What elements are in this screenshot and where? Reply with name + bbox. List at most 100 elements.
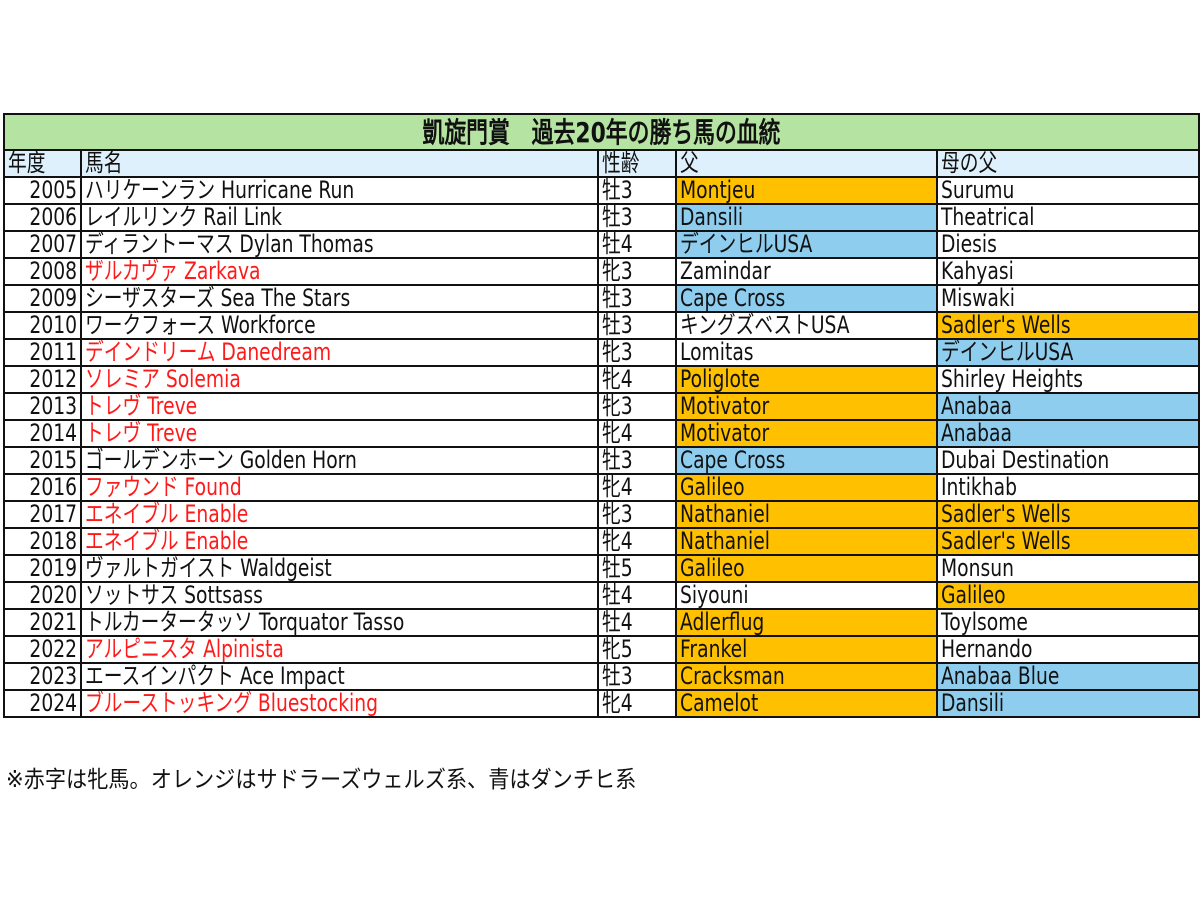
table-row: 2019 ヴァルトガイスト Waldgeist 牡5 Galileo Monsun [3, 554, 1200, 583]
cell-sire: デインヒルUSA [675, 230, 938, 259]
cell-sex-age: 牡3 [597, 284, 677, 313]
cell-sire-text: Cape Cross [680, 285, 786, 312]
cell-sire: Motivator [675, 419, 938, 448]
cell-sire-text: Motivator [680, 420, 770, 447]
cell-horse-name-text: シーザスターズ Sea The Stars [85, 285, 351, 312]
cell-sex-age-text: 牡4 [602, 609, 633, 636]
cell-year-text: 2015 [29, 447, 77, 474]
cell-sex-age-text: 牝3 [602, 339, 633, 366]
header-sex-age-text: 性齢 [602, 150, 640, 177]
header-row: 年度 馬名 性齢 父 母の父 [3, 149, 1200, 178]
header-sire: 父 [675, 149, 938, 178]
cell-damsire: デインヒルUSA [935, 338, 1200, 367]
cell-horse-name: ソレミア Solemia [80, 365, 599, 394]
cell-sex-age-text: 牝3 [602, 501, 633, 528]
cell-sex-age: 牝4 [597, 527, 677, 556]
cell-damsire-text: Toylsome [941, 609, 1028, 636]
header-year: 年度 [3, 149, 82, 178]
cell-sex-age: 牡5 [597, 554, 677, 583]
cell-horse-name-text: ブルーストッキング Bluestocking [85, 690, 378, 717]
cell-year-text: 2013 [29, 393, 77, 420]
cell-horse-name-text: エネイブル Enable [85, 501, 249, 528]
cell-horse-name-text: ソレミア Solemia [85, 366, 241, 393]
cell-damsire-text: Dubai Destination [941, 447, 1110, 474]
cell-horse-name: エネイブル Enable [80, 527, 599, 556]
cell-damsire-text: Dansili [941, 690, 1005, 717]
header-name: 馬名 [80, 149, 599, 178]
table-row: 2008 ザルカヴァ Zarkava 牝3 Zamindar Kahyasi [3, 257, 1200, 286]
cell-year-text: 2024 [29, 690, 77, 717]
cell-damsire: Intikhab [935, 473, 1200, 502]
cell-damsire-text: Anabaa Blue [941, 663, 1060, 690]
cell-sire: Galileo [675, 473, 938, 502]
cell-horse-name-text: エネイブル Enable [85, 528, 249, 555]
cell-year-text: 2008 [29, 258, 77, 285]
cell-sire-text: Galileo [680, 474, 745, 501]
cell-year-text: 2006 [29, 204, 77, 231]
cell-damsire-text: Theatrical [941, 204, 1035, 231]
header-year-text: 年度 [8, 150, 46, 177]
cell-year-text: 2023 [29, 663, 77, 690]
cell-sex-age-text: 牝4 [602, 690, 633, 717]
cell-year: 2024 [3, 689, 82, 718]
header-damsire-text: 母の父 [941, 150, 998, 177]
table-row: 2015 ゴールデンホーン Golden Horn 牡3 Cape Cross Duba… [3, 446, 1200, 475]
cell-year-text: 2010 [29, 312, 77, 339]
table-row: 2024 ブルーストッキング Bluestocking 牝4 Camelot Dansi… [3, 689, 1200, 718]
cell-damsire: Hernando [935, 635, 1200, 664]
cell-horse-name: ワークフォース Workforce [80, 311, 599, 340]
cell-sex-age-text: 牡4 [602, 582, 633, 609]
header-name-text: 馬名 [85, 150, 123, 177]
cell-sire-text: Siyouni [680, 582, 749, 609]
header-sire-text: 父 [680, 150, 699, 177]
cell-damsire-text: Hernando [941, 636, 1033, 663]
cell-sire-text: Nathaniel [680, 501, 770, 528]
table-row: 2017 エネイブル Enable 牝3 Nathaniel Sadler's Well… [3, 500, 1200, 529]
table-row: 2006 レイルリンク Rail Link 牡3 Dansili Theatrical [3, 203, 1200, 232]
cell-sire: Poliglote [675, 365, 938, 394]
cell-damsire-text: Kahyasi [941, 258, 1014, 285]
table-row: 2007 ディラントーマス Dylan Thomas 牡4 デインヒルUSA Diesi… [3, 230, 1200, 259]
cell-sex-age-text: 牝4 [602, 366, 633, 393]
cell-sire: Frankel [675, 635, 938, 664]
cell-year: 2013 [3, 392, 82, 421]
cell-sex-age: 牝4 [597, 365, 677, 394]
cell-horse-name-text: デインドリーム Danedream [85, 339, 332, 366]
cell-year: 2021 [3, 608, 82, 637]
cell-sex-age: 牝4 [597, 689, 677, 718]
cell-sex-age-text: 牡3 [602, 204, 633, 231]
cell-horse-name-text: ファウンド Found [85, 474, 242, 501]
cell-sex-age: 牝5 [597, 635, 677, 664]
cell-damsire-text: Surumu [941, 177, 1015, 204]
cell-damsire-text: Intikhab [941, 474, 1017, 501]
cell-sire-text: Zamindar [680, 258, 771, 285]
cell-horse-name-text: ヴァルトガイスト Waldgeist [85, 555, 332, 582]
cell-horse-name: アルピニスタ Alpinista [80, 635, 599, 664]
cell-sex-age: 牡4 [597, 608, 677, 637]
cell-damsire: Miswaki [935, 284, 1200, 313]
table-row: 2018 エネイブル Enable 牝4 Nathaniel Sadler's Well… [3, 527, 1200, 556]
cell-horse-name-text: トレヴ Treve [85, 393, 198, 420]
cell-year: 2023 [3, 662, 82, 691]
cell-sire-text: Dansili [680, 204, 744, 231]
cell-horse-name: ゴールデンホーン Golden Horn [80, 446, 599, 475]
cell-damsire-text: Monsun [941, 555, 1014, 582]
cell-horse-name: デインドリーム Danedream [80, 338, 599, 367]
cell-horse-name-text: ザルカヴァ Zarkava [85, 258, 261, 285]
cell-year-text: 2009 [29, 285, 77, 312]
cell-horse-name: ハリケーンラン Hurricane Run [80, 176, 599, 205]
cell-year-text: 2021 [29, 609, 77, 636]
cell-sire: Lomitas [675, 338, 938, 367]
cell-sex-age: 牝3 [597, 257, 677, 286]
cell-sex-age-text: 牡4 [602, 231, 633, 258]
table-row: 2016 ファウンド Found 牝4 Galileo Intikhab [3, 473, 1200, 502]
cell-year: 2005 [3, 176, 82, 205]
cell-damsire: Kahyasi [935, 257, 1200, 286]
cell-sex-age-text: 牡3 [602, 447, 633, 474]
cell-horse-name: トレヴ Treve [80, 392, 599, 421]
header-sex-age: 性齢 [597, 149, 677, 178]
cell-damsire: Monsun [935, 554, 1200, 583]
cell-sex-age: 牝4 [597, 473, 677, 502]
footnote: ※赤字は牝馬。オレンジはサドラーズウェルズ系、青はダンチヒ系 [6, 767, 637, 793]
cell-damsire: Diesis [935, 230, 1200, 259]
